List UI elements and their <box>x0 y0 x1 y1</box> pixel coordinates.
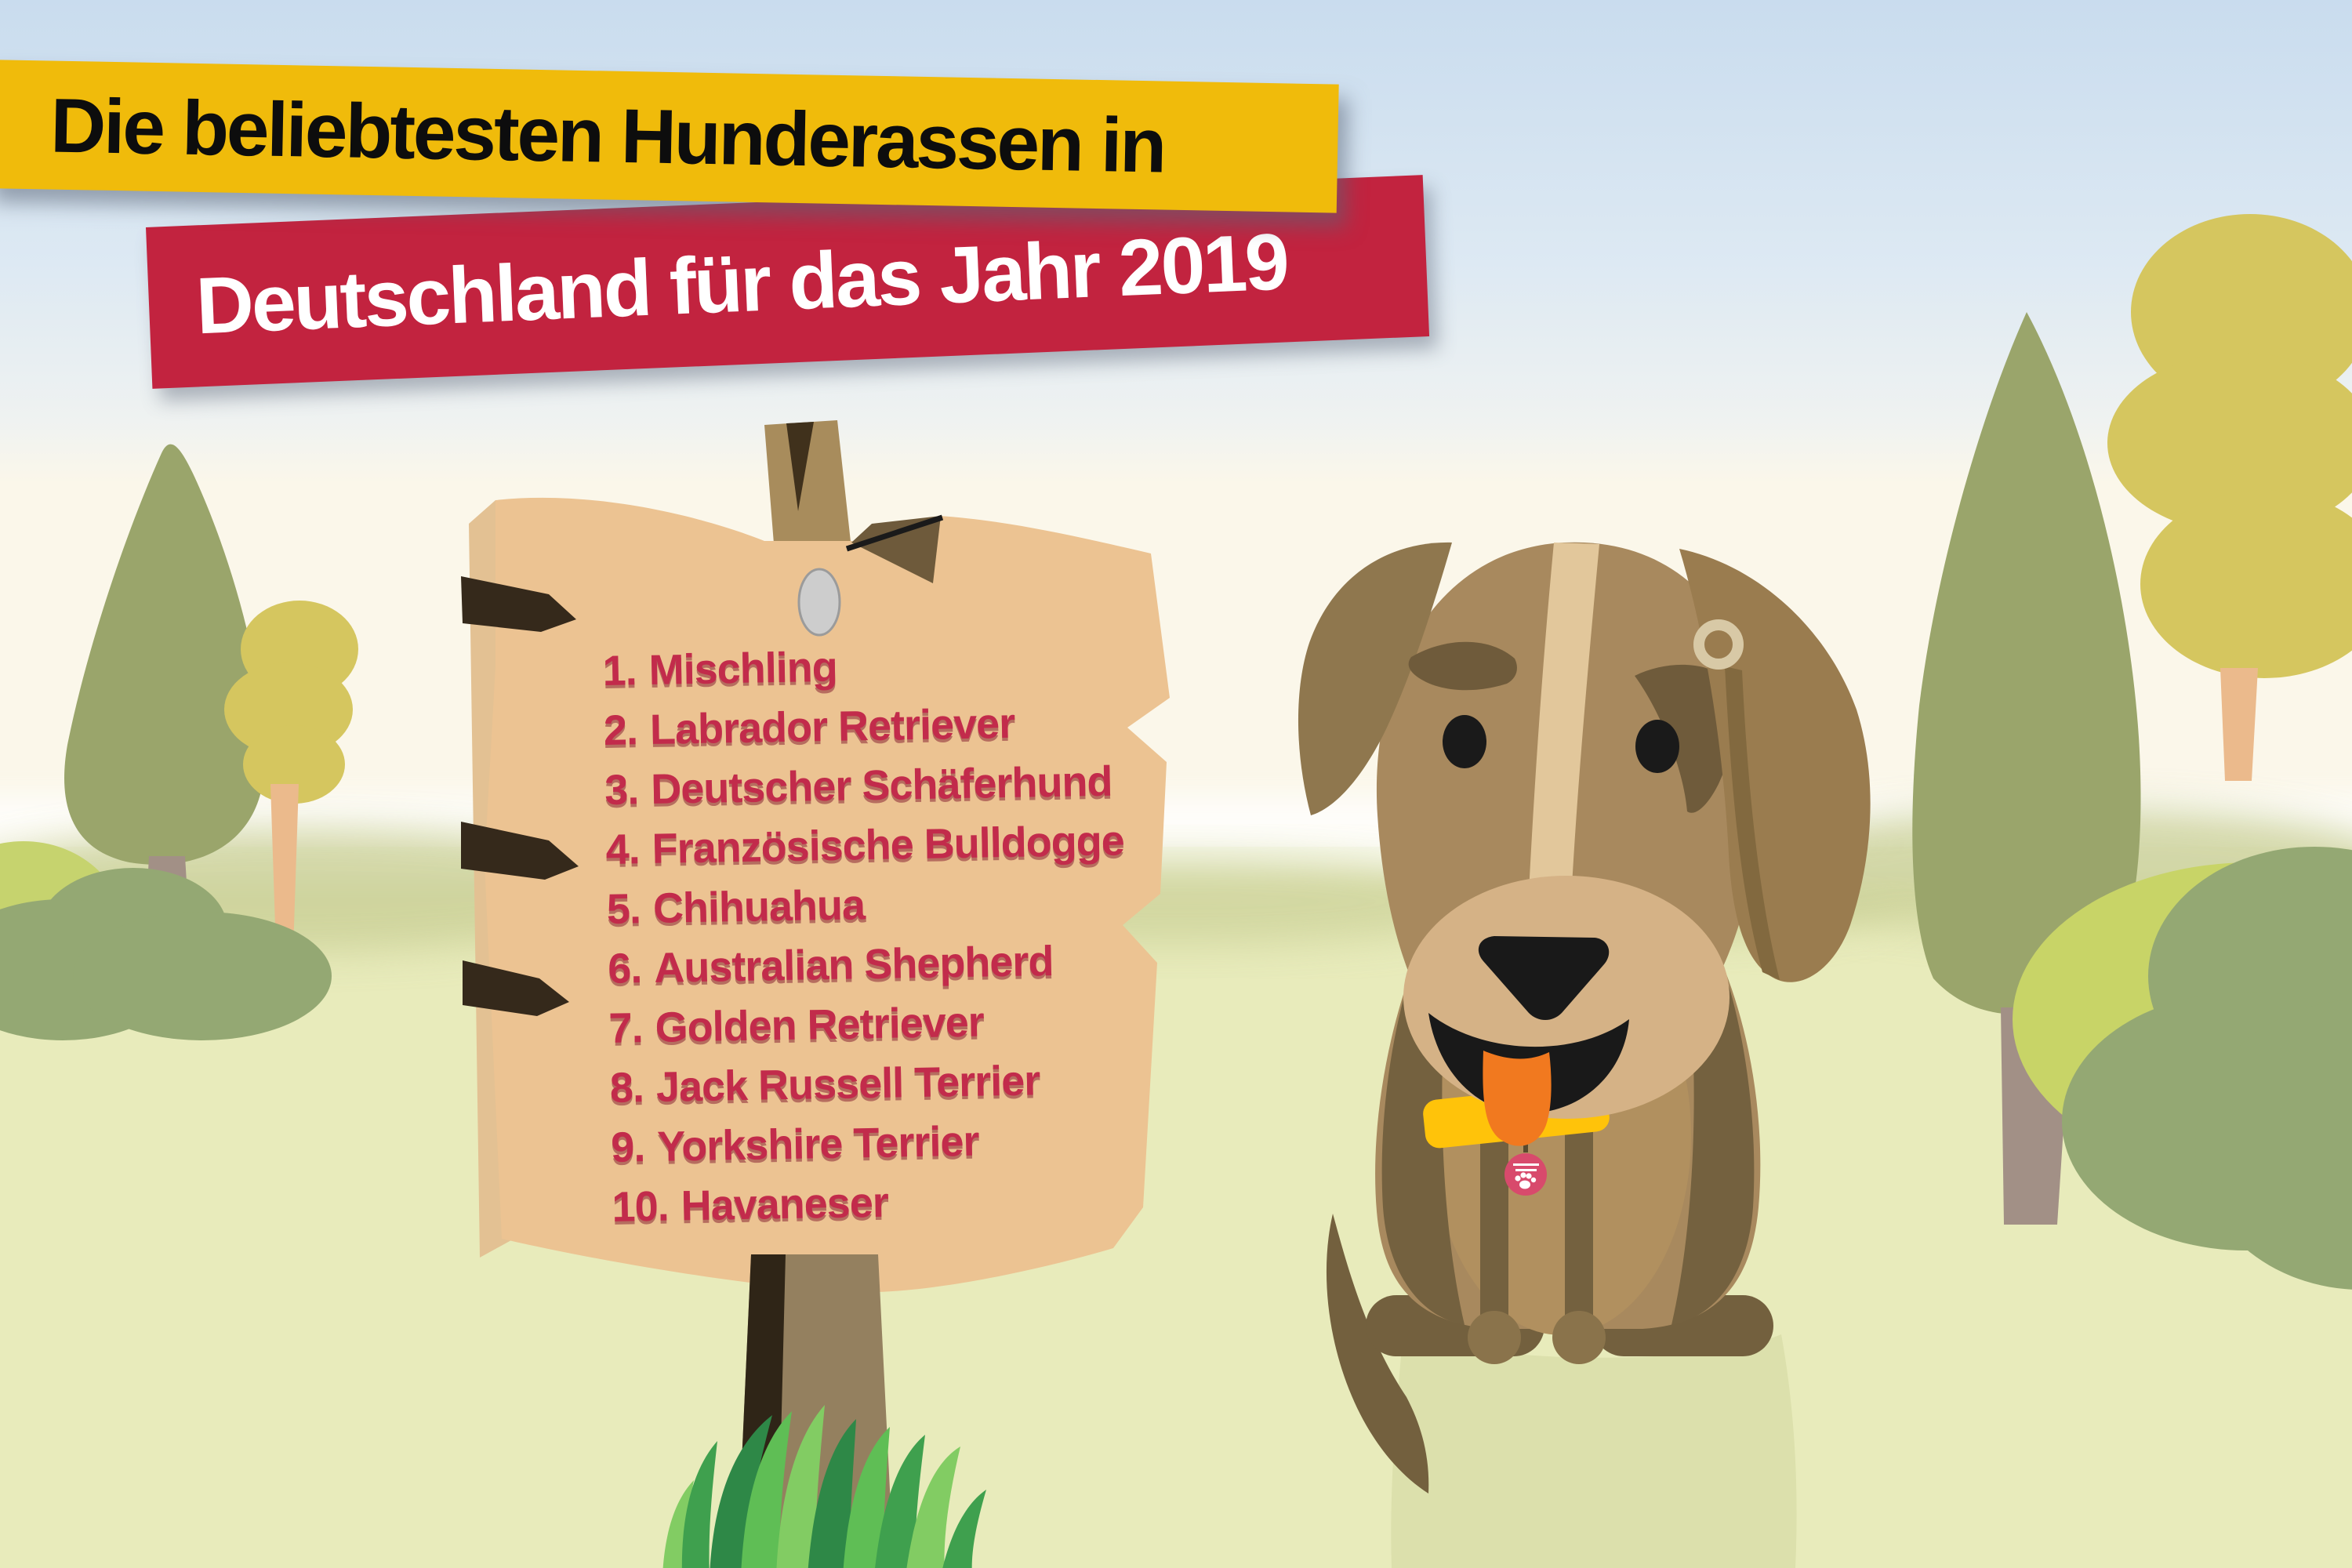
sign-top-notch <box>851 516 941 583</box>
breed-name: Yorkshire Terrier <box>656 1117 979 1171</box>
right-sage-bush <box>2062 847 2352 1290</box>
sign-nail <box>797 568 841 637</box>
rank-label: 9. <box>610 1123 645 1171</box>
dog-eye-right <box>1635 720 1679 773</box>
right-tree-group <box>1912 214 2352 1290</box>
rank-label: 6. <box>607 945 642 993</box>
sign-top-notch-line <box>845 514 944 552</box>
dog-reflection <box>1391 1333 1797 1568</box>
list-item: 3. Deutscher Schäferhund <box>604 751 1123 820</box>
breed-name: Jack Russell Terrier <box>655 1057 1040 1111</box>
rank-label: 4. <box>605 826 641 873</box>
left-sage-bush <box>0 868 332 1040</box>
dog-tongue <box>1483 1051 1552 1146</box>
subtitle-text: Deutschland für das Jahr 2019 <box>194 216 1289 350</box>
title-banner: Die beliebtesten Hunderassen in <box>0 60 1339 213</box>
breed-ranking-list: 1. Mischling 2. Labrador Retriever 3. Deuts… <box>602 632 1131 1236</box>
rank-label: 3. <box>604 766 639 814</box>
list-item: 1. Mischling <box>602 632 1121 701</box>
dog-illustration <box>1298 542 1871 1568</box>
right-yellow-tree <box>2107 214 2352 678</box>
signpost-top-notch <box>786 422 814 511</box>
left-tree-group <box>0 444 358 1040</box>
list-item: 4. Französische Bulldogge <box>605 811 1124 880</box>
wooden-sign <box>461 420 1170 1568</box>
signpost-top <box>764 420 851 554</box>
breed-name: Chihuahua <box>652 881 866 932</box>
dog-side-panel-right <box>1671 960 1755 1325</box>
list-item: 5. Chihuahua <box>606 870 1125 939</box>
list-item: 10. Havaneser <box>612 1168 1131 1237</box>
rank-label: 7. <box>608 1004 644 1052</box>
title-text: Die beliebtesten Hunderassen in <box>49 82 1166 189</box>
breed-name: Australian Shepherd <box>653 938 1054 992</box>
sign-board <box>485 497 1170 1293</box>
dog-nose <box>1478 936 1610 1020</box>
rank-label: 10. <box>612 1182 670 1231</box>
rank-label: 1. <box>602 647 637 695</box>
dog-side-panel-left <box>1381 960 1465 1325</box>
breed-name: Deutscher Schäferhund <box>650 757 1112 813</box>
breed-name: Golden Retriever <box>655 998 985 1051</box>
breed-name: Mischling <box>648 643 838 694</box>
sign-left-notches <box>461 576 579 1016</box>
list-item: 7. Golden Retriever <box>608 989 1127 1058</box>
breed-name: Havaneser <box>681 1178 889 1230</box>
grass-tuft <box>662 1405 986 1568</box>
right-yellow-trunk <box>2220 668 2258 781</box>
breed-name: Französische Bulldogge <box>652 817 1125 873</box>
dog-blaze-stripe <box>1529 543 1599 900</box>
dog-front-paw-left <box>1468 1311 1521 1364</box>
left-olive-tree <box>64 444 265 865</box>
tag-text-lines <box>1513 1163 1539 1171</box>
dog-eyebrow-left <box>1408 641 1517 691</box>
dog-eyebrow-right-curl <box>1635 664 1737 813</box>
rank-label: 5. <box>606 885 641 933</box>
dog-front-paw-right <box>1552 1311 1606 1364</box>
dog-eye-left <box>1443 715 1486 768</box>
list-item: 2. Labrador Retriever <box>603 691 1122 760</box>
breed-name: Labrador Retriever <box>649 699 1015 753</box>
paw-icon <box>1515 1172 1537 1189</box>
list-item: 6. Australian Shepherd <box>608 930 1127 999</box>
list-item: 9. Yorkshire Terrier <box>611 1109 1130 1178</box>
dog-ear-left <box>1298 542 1452 815</box>
left-yellow-tree <box>224 601 358 804</box>
dog-ear-right-fold <box>1725 666 1780 980</box>
dog-tail <box>1326 1214 1429 1494</box>
list-item: 8. Jack Russell Terrier <box>609 1049 1128 1118</box>
rank-label: 2. <box>603 706 638 754</box>
left-yellow-trunk <box>270 784 299 950</box>
dog-ear-highlight <box>1693 619 1744 670</box>
rank-label: 8. <box>609 1064 644 1112</box>
dog-collar-tag <box>1504 1153 1547 1196</box>
right-olive-tree <box>1912 312 2141 1014</box>
